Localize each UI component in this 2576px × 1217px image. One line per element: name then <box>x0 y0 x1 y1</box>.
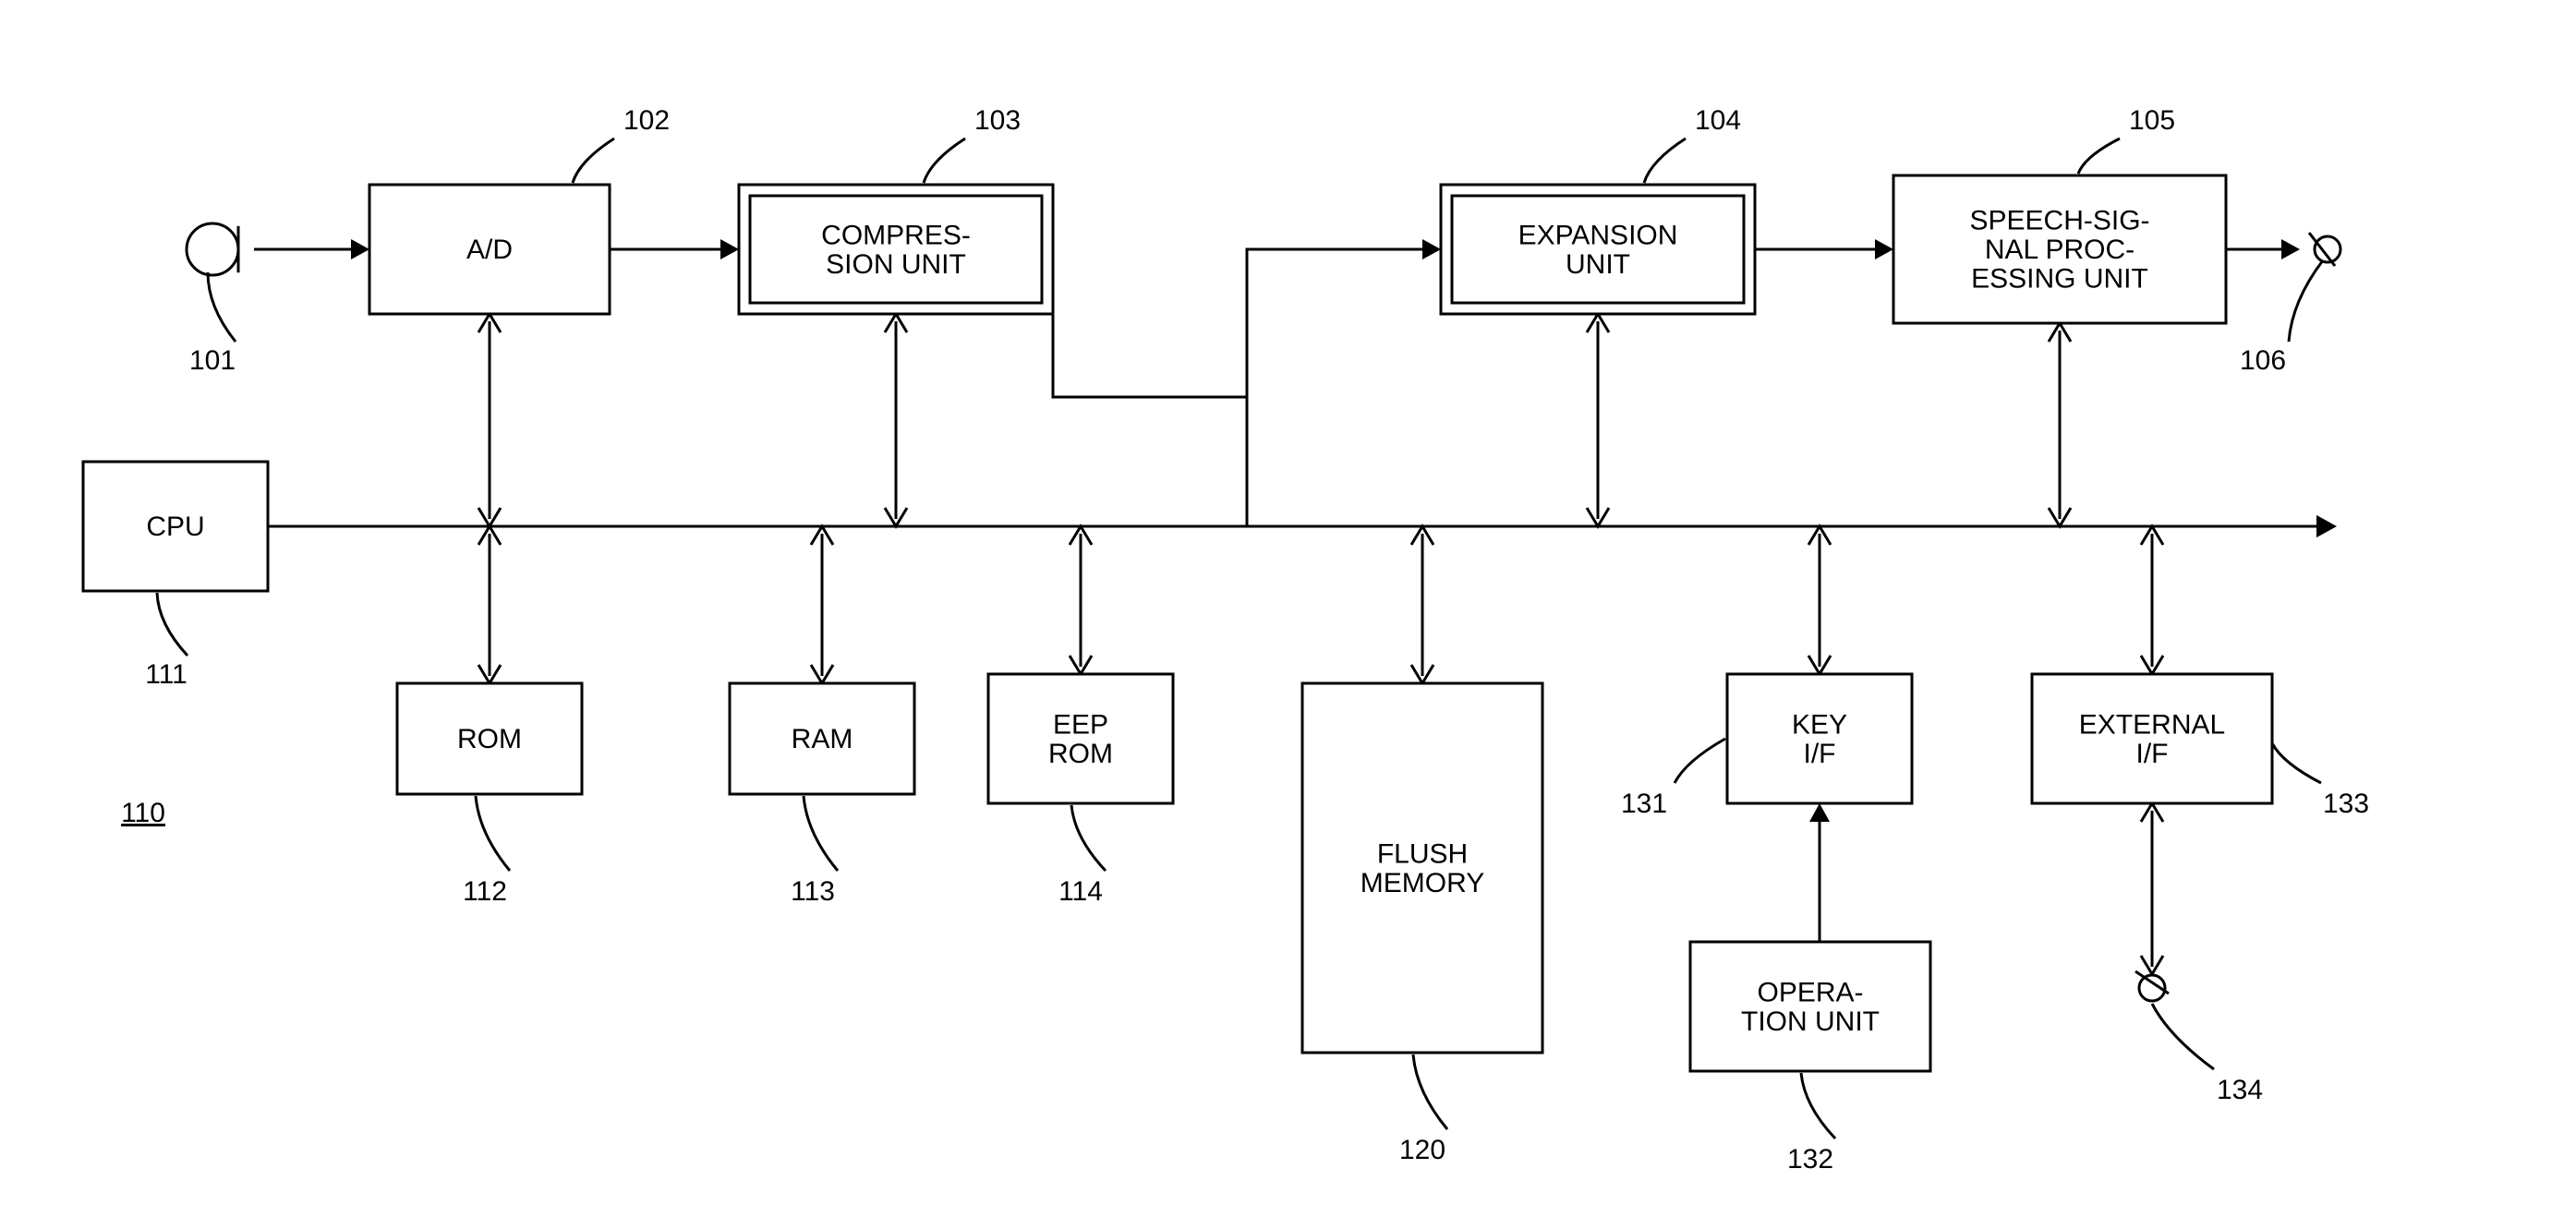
svg-text:CPU: CPU <box>146 512 204 542</box>
svg-text:EXPANSION: EXPANSION <box>1518 220 1678 250</box>
svg-text:ROM: ROM <box>457 724 522 754</box>
svg-text:FLUSH: FLUSH <box>1377 838 1468 869</box>
svg-text:111: 111 <box>145 659 187 690</box>
svg-text:I/F: I/F <box>1804 739 1836 769</box>
svg-text:113: 113 <box>791 876 835 907</box>
svg-text:133: 133 <box>2323 789 2369 819</box>
svg-text:101: 101 <box>189 345 236 376</box>
svg-text:TION UNIT: TION UNIT <box>1741 1006 1880 1037</box>
svg-text:105: 105 <box>2129 105 2175 136</box>
svg-text:OPERA-: OPERA- <box>1757 977 1863 1007</box>
svg-text:114: 114 <box>1058 876 1103 907</box>
svg-text:I/F: I/F <box>2136 739 2169 769</box>
svg-text:EXTERNAL: EXTERNAL <box>2079 709 2225 740</box>
svg-text:ROM: ROM <box>1048 739 1113 769</box>
svg-text:110: 110 <box>121 798 165 828</box>
svg-text:102: 102 <box>623 105 670 136</box>
svg-text:103: 103 <box>974 105 1021 136</box>
svg-text:MEMORY: MEMORY <box>1361 868 1484 898</box>
svg-text:SPEECH-SIG-: SPEECH-SIG- <box>1969 206 2149 236</box>
svg-text:120: 120 <box>1399 1135 1445 1165</box>
mic <box>187 223 238 275</box>
svg-text:EEP: EEP <box>1053 709 1108 740</box>
svg-text:132: 132 <box>1787 1144 1833 1175</box>
svg-text:A/D: A/D <box>466 235 513 265</box>
svg-text:106: 106 <box>2240 345 2286 376</box>
svg-text:104: 104 <box>1695 105 1741 136</box>
svg-text:ESSING UNIT: ESSING UNIT <box>1971 264 2148 295</box>
svg-text:NAL PROC-: NAL PROC- <box>1985 235 2135 265</box>
svg-text:SION UNIT: SION UNIT <box>826 249 966 280</box>
svg-text:134: 134 <box>2217 1075 2263 1105</box>
svg-text:112: 112 <box>463 876 507 907</box>
svg-text:KEY: KEY <box>1792 709 1847 740</box>
svg-text:COMPRES-: COMPRES- <box>821 220 971 250</box>
svg-text:UNIT: UNIT <box>1566 249 1630 280</box>
svg-text:RAM: RAM <box>792 724 853 754</box>
svg-text:131: 131 <box>1621 789 1667 819</box>
